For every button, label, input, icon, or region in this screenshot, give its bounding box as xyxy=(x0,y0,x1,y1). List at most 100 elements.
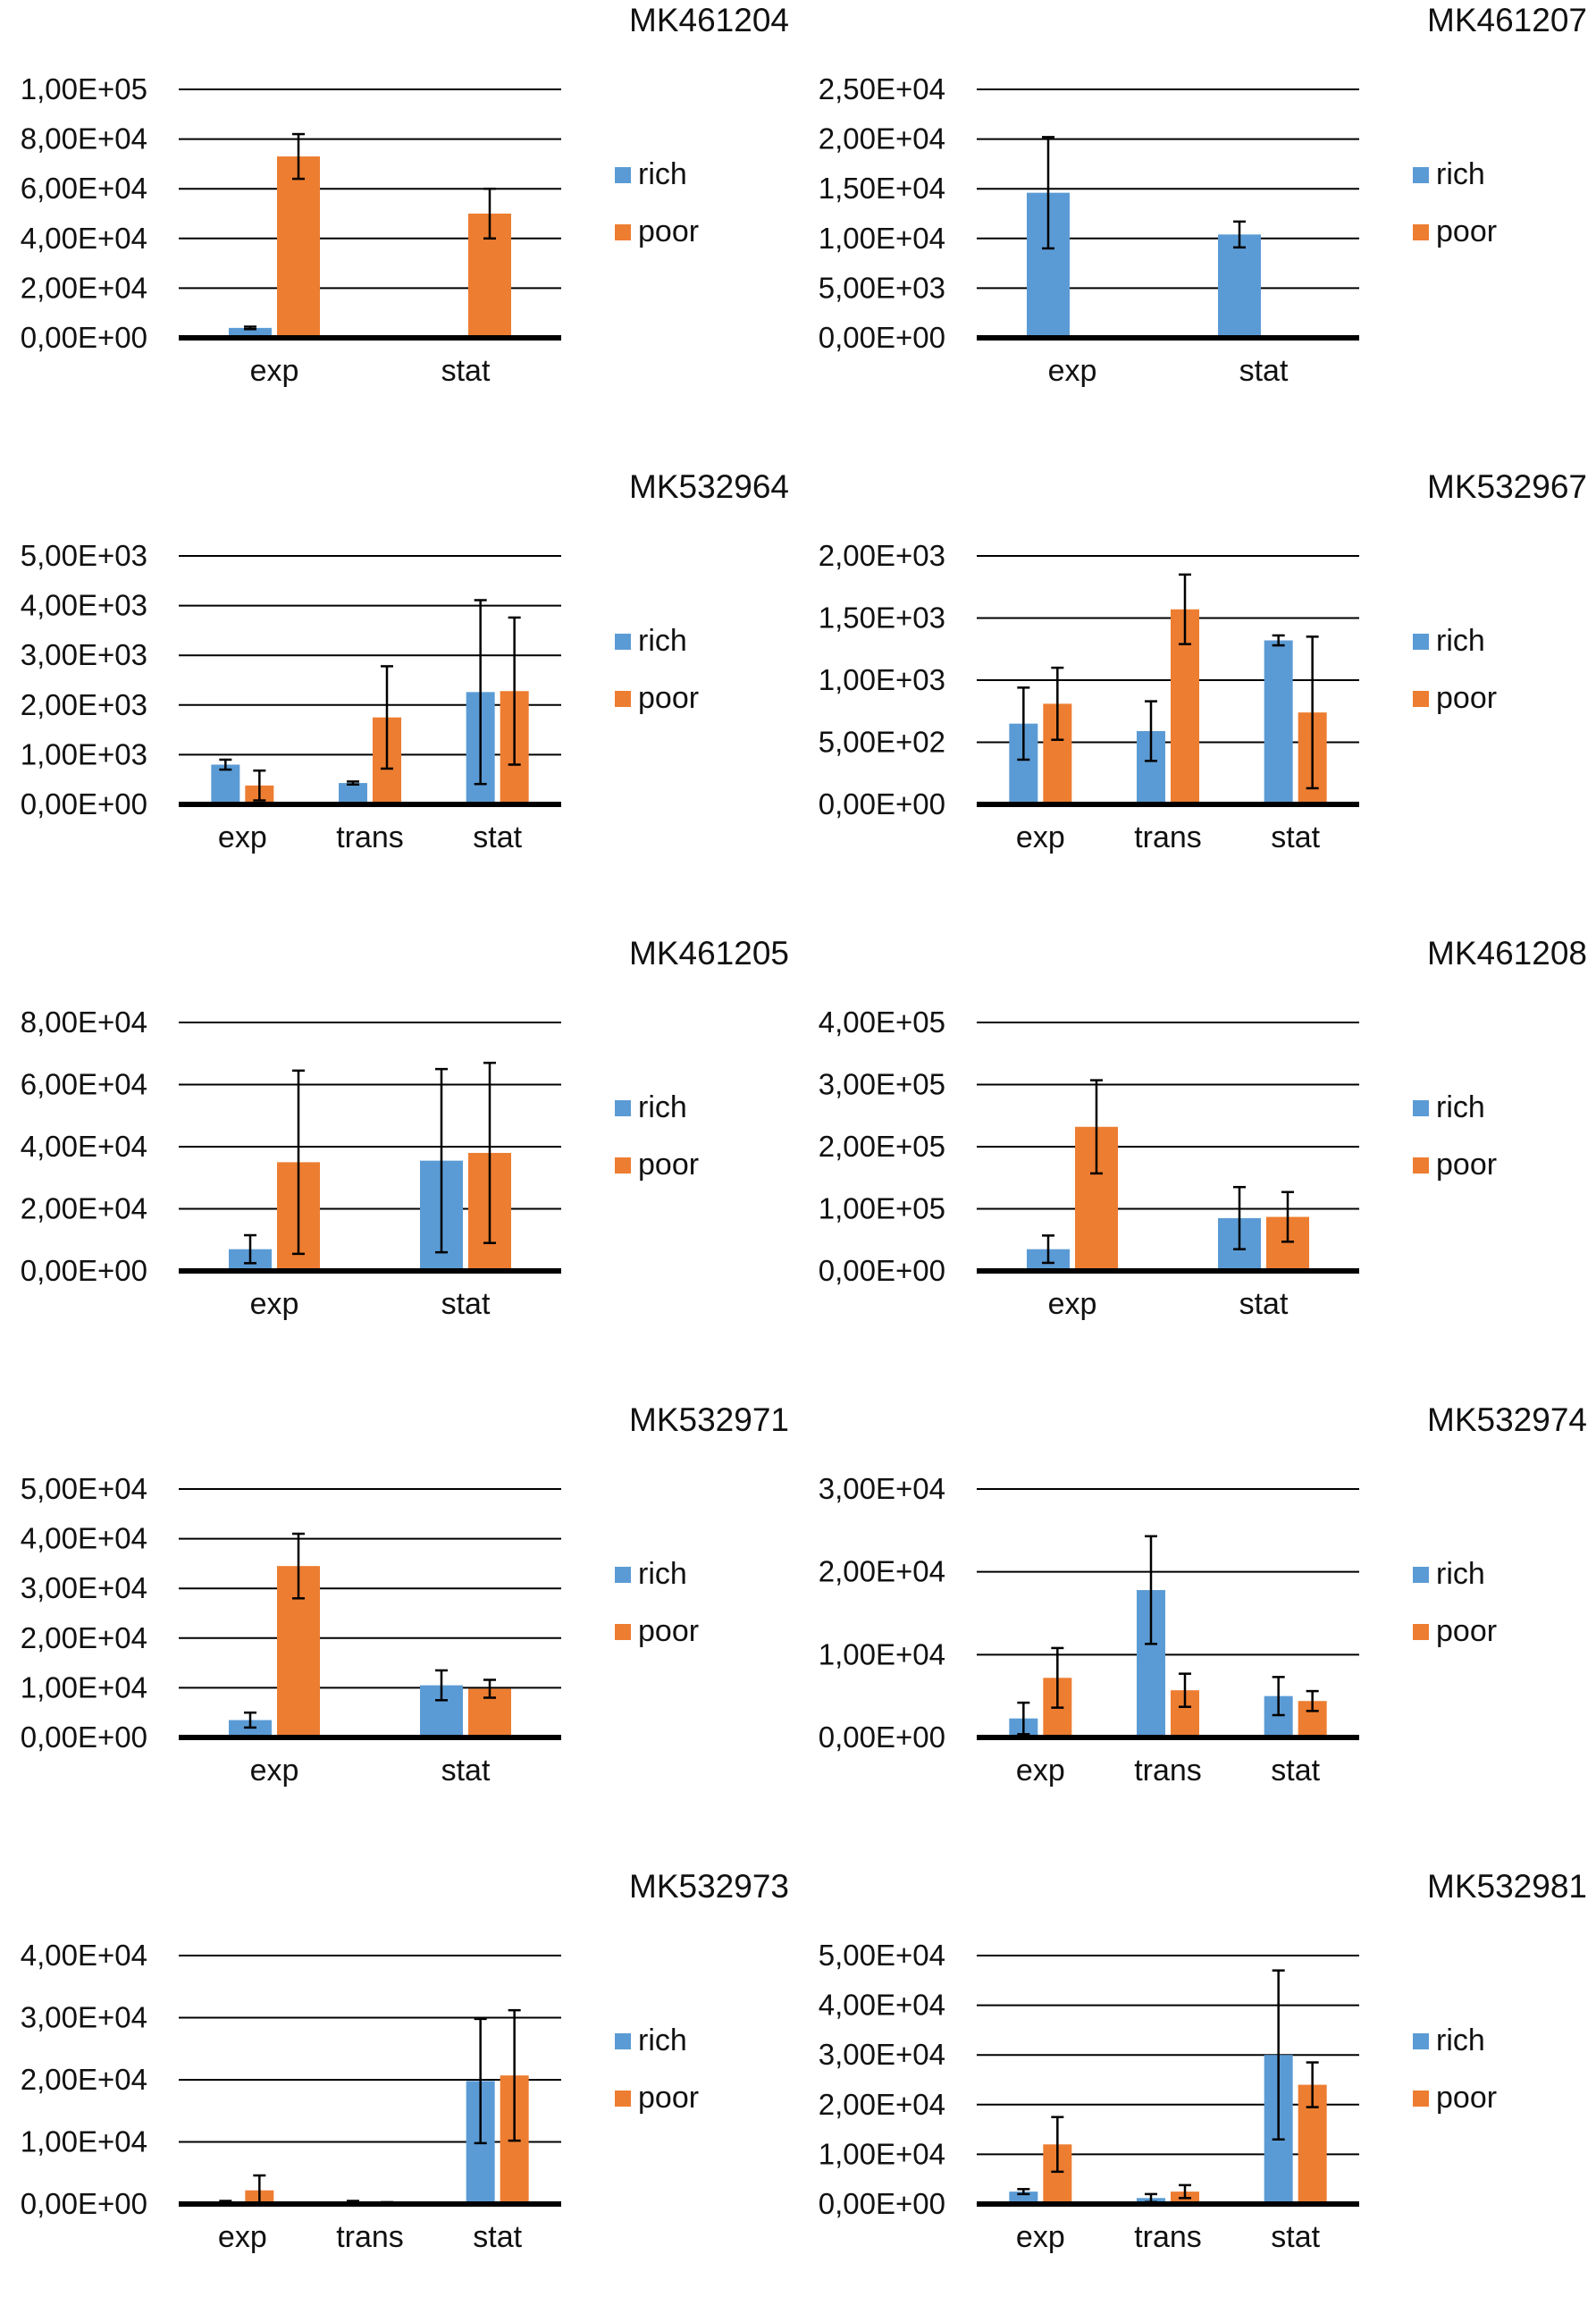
x-category-label: exp xyxy=(1016,820,1065,854)
y-tick-label: 2,00E+03 xyxy=(21,688,147,721)
chart-svg: 0,00E+00 1,00E+04 2,00E+04 3,00E+04 4,00E+04… xyxy=(21,1472,699,1788)
y-tick-label: 5,00E+03 xyxy=(819,271,945,304)
y-tick-label: 5,00E+04 xyxy=(21,1472,147,1505)
x-category-label: stat xyxy=(1239,354,1289,388)
x-category-label: trans xyxy=(1134,1754,1202,1788)
y-tick-label: 3,00E+04 xyxy=(819,2038,945,2071)
y-tick-label: 4,00E+04 xyxy=(819,1989,945,2022)
legend-label-poor: poor xyxy=(1436,681,1497,715)
x-category-label: exp xyxy=(218,2220,267,2254)
chart-svg: 0,00E+00 2,00E+04 4,00E+04 6,00E+04 8,00E+04… xyxy=(21,72,699,388)
legend-label-poor: poor xyxy=(638,1614,699,1648)
legend-swatch-poor xyxy=(1413,1157,1429,1174)
bar-rich-exp xyxy=(1009,2192,1038,2204)
y-tick-label: 2,00E+04 xyxy=(819,2088,945,2121)
y-tick-label: 5,00E+03 xyxy=(21,539,147,572)
legend-label-rich: rich xyxy=(1436,157,1485,191)
legend-swatch-rich xyxy=(1413,2033,1429,2049)
y-tick-label: 1,00E+04 xyxy=(21,1670,147,1704)
chart-panel: MK461207 0,00E+00 5,00E+03 1,00E+04 1,50E+04… xyxy=(798,0,1596,456)
legend-swatch-poor xyxy=(1413,2091,1429,2107)
y-tick-label: 4,00E+04 xyxy=(21,1522,147,1555)
legend-swatch-rich xyxy=(615,2033,631,2049)
legend-swatch-rich xyxy=(1413,1567,1429,1583)
bar-rich-exp xyxy=(229,1720,272,1737)
y-tick-label: 2,00E+04 xyxy=(21,1621,147,1654)
bar-rich-exp xyxy=(211,764,240,804)
chart-title: MK532973 xyxy=(629,1868,789,1905)
y-tick-label: 0,00E+00 xyxy=(21,1254,147,1287)
legend-swatch-poor xyxy=(615,224,631,240)
y-tick-label: 2,00E+04 xyxy=(21,1192,147,1225)
legend-swatch-rich xyxy=(1413,634,1429,650)
chart-title: MK532971 xyxy=(629,1401,789,1438)
y-tick-label: 3,00E+04 xyxy=(21,1571,147,1604)
chart-panel: MK532973 0,00E+00 1,00E+04 2,00E+04 3,00E+04… xyxy=(0,1866,798,2322)
legend-label-rich: rich xyxy=(638,2023,687,2057)
chart-svg: 0,00E+00 1,00E+04 2,00E+04 3,00E+04 4,00E+04… xyxy=(21,1939,699,2254)
chart-panel: MK461204 0,00E+00 2,00E+04 4,00E+04 6,00E+04… xyxy=(0,0,798,456)
legend-swatch-poor xyxy=(615,1624,631,1640)
y-tick-label: 1,00E+04 xyxy=(819,2137,945,2170)
legend-swatch-poor xyxy=(1413,691,1429,707)
x-category-label: exp xyxy=(1048,354,1097,388)
bar-rich-exp xyxy=(229,327,272,338)
y-tick-label: 3,00E+05 xyxy=(819,1068,945,1101)
x-category-label: stat xyxy=(441,354,491,388)
bar-rich-stat xyxy=(1264,640,1293,804)
legend-label-poor: poor xyxy=(1436,215,1497,248)
x-category-label: exp xyxy=(250,354,299,388)
x-category-label: stat xyxy=(1271,820,1320,854)
x-category-label: exp xyxy=(218,820,267,854)
y-tick-label: 1,50E+03 xyxy=(819,602,945,635)
chart-svg: 0,00E+00 1,00E+05 2,00E+05 3,00E+05 4,00E+05… xyxy=(819,1005,1497,1321)
chart-panel: MK532971 0,00E+00 1,00E+04 2,00E+04 3,00E+04… xyxy=(0,1400,798,1855)
y-tick-label: 2,00E+05 xyxy=(819,1130,945,1163)
y-tick-label: 0,00E+00 xyxy=(21,787,147,820)
y-tick-label: 4,00E+04 xyxy=(21,1939,147,1972)
x-category-label: trans xyxy=(1134,820,1202,854)
chart-svg: 0,00E+00 5,00E+03 1,00E+04 1,50E+04 2,00E+04… xyxy=(819,72,1497,388)
y-tick-label: 1,00E+05 xyxy=(21,72,147,105)
legend-label-poor: poor xyxy=(1436,2081,1497,2115)
legend-label-rich: rich xyxy=(1436,1557,1485,1591)
y-tick-label: 8,00E+04 xyxy=(21,1005,147,1039)
y-tick-label: 6,00E+04 xyxy=(21,1068,147,1101)
y-tick-label: 0,00E+00 xyxy=(21,1720,147,1754)
y-tick-label: 0,00E+00 xyxy=(819,1720,945,1754)
x-category-label: exp xyxy=(250,1754,299,1788)
chart-title: MK532981 xyxy=(1427,1868,1587,1905)
x-category-label: exp xyxy=(1016,2220,1065,2254)
legend-label-rich: rich xyxy=(638,624,687,658)
chart-title: MK461204 xyxy=(629,2,789,38)
legend-swatch-rich xyxy=(615,167,631,183)
legend-label-rich: rich xyxy=(638,157,687,191)
y-tick-label: 1,00E+04 xyxy=(819,1637,945,1670)
y-tick-label: 0,00E+00 xyxy=(819,787,945,820)
legend-label-rich: rich xyxy=(638,1557,687,1591)
y-tick-label: 2,00E+04 xyxy=(819,122,945,156)
legend-swatch-rich xyxy=(615,1567,631,1583)
x-category-label: trans xyxy=(336,820,404,854)
chart-panel: MK461208 0,00E+00 1,00E+05 2,00E+05 3,00E+05… xyxy=(798,933,1596,1389)
legend-swatch-poor xyxy=(615,691,631,707)
legend-label-poor: poor xyxy=(638,1148,699,1182)
y-tick-label: 4,00E+04 xyxy=(21,222,147,255)
chart-title: MK532964 xyxy=(629,468,789,505)
y-tick-label: 4,00E+04 xyxy=(21,1130,147,1163)
legend-swatch-poor xyxy=(1413,224,1429,240)
x-category-label: stat xyxy=(1239,1287,1289,1321)
x-category-label: exp xyxy=(1048,1287,1097,1321)
x-category-label: stat xyxy=(1271,1754,1320,1788)
legend-label-poor: poor xyxy=(1436,1614,1497,1648)
y-tick-label: 0,00E+00 xyxy=(819,2187,945,2220)
legend-label-poor: poor xyxy=(638,215,699,248)
y-tick-label: 3,00E+03 xyxy=(21,638,147,671)
chart-svg: 0,00E+00 1,00E+04 2,00E+04 3,00E+04 exp trans… xyxy=(819,1472,1497,1788)
legend-label-poor: poor xyxy=(1436,1148,1497,1182)
x-category-label: stat xyxy=(441,1287,491,1321)
y-tick-label: 3,00E+04 xyxy=(21,2001,147,2034)
chart-title: MK532974 xyxy=(1427,1401,1587,1438)
legend-label-poor: poor xyxy=(638,681,699,715)
